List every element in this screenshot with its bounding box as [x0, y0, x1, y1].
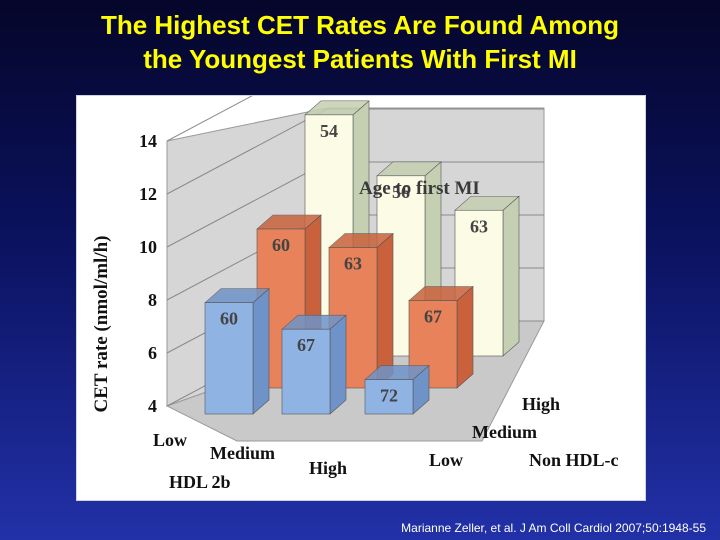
bar-value-label: 60	[220, 309, 238, 329]
x-tick-low: Low	[153, 430, 187, 450]
bar-value-label: 63	[470, 216, 488, 236]
slide-title-line-1: The Highest CET Rates Are Found Among	[100, 10, 620, 40]
z-axis-label: Non HDL-c	[529, 450, 619, 470]
y-tick-label-1: 6	[148, 343, 157, 363]
bar-side	[376, 232, 394, 389]
x-axis-label: HDL 2b	[169, 472, 231, 492]
bar-value-label: 67	[424, 307, 442, 327]
bar-value-label: 63	[344, 254, 362, 274]
bar-side	[329, 314, 347, 415]
chart-panel: 4 6 8 10 12 14 54 56 63 60 63 67 60 67 72 CET rate (n…	[76, 95, 646, 501]
bar-side	[252, 288, 270, 415]
y-tick-label-5: 14	[139, 131, 157, 151]
bar-side	[502, 195, 520, 357]
bar-front	[364, 379, 414, 415]
bar-low-0: 60	[204, 288, 270, 415]
z-tick-low: Low	[429, 450, 463, 470]
bar-front	[204, 302, 254, 415]
bar-value-label: 67	[297, 335, 315, 355]
y-tick-label-2: 8	[148, 290, 157, 310]
y-tick-label-4: 12	[139, 184, 157, 204]
bar-value-label: 56	[392, 182, 410, 202]
legend-title: Age to first MI	[359, 178, 480, 199]
grid-line	[166, 96, 253, 142]
bar-series: 54 56 63 60 63 67 60 67 72	[204, 100, 520, 415]
bar-low-2: 72	[364, 364, 430, 415]
citation: Marianne Zeller, et al. J Am Coll Cardio…	[401, 521, 706, 535]
y-tick-label-3: 10	[139, 237, 157, 257]
bar-value-label: 72	[380, 386, 398, 406]
x-tick-medium: Medium	[210, 443, 275, 463]
bar-front	[281, 328, 331, 415]
bar-value-label: 60	[272, 235, 290, 255]
y-axis-label: CET rate (nmol/ml/h)	[91, 236, 112, 413]
bar-low-1: 67	[281, 314, 347, 415]
y-axis-ticks: 4 6 8 10 12 14	[139, 131, 157, 416]
x-tick-high: High	[309, 458, 347, 478]
bar-value-label: 54	[320, 121, 338, 141]
cet-rate-3d-bar-chart: 4 6 8 10 12 14 54 56 63 60 63 67 60 67 72 CET rate (n…	[91, 96, 619, 492]
slide-title: The Highest CET Rates Are Found Among th…	[0, 8, 720, 76]
slide-title-line-2: the Youngest Patients With First MI	[143, 44, 577, 74]
z-tick-high: High	[522, 394, 560, 414]
bar-side	[456, 285, 474, 389]
y-tick-label-0: 4	[148, 396, 157, 416]
z-tick-medium: Medium	[472, 422, 537, 442]
